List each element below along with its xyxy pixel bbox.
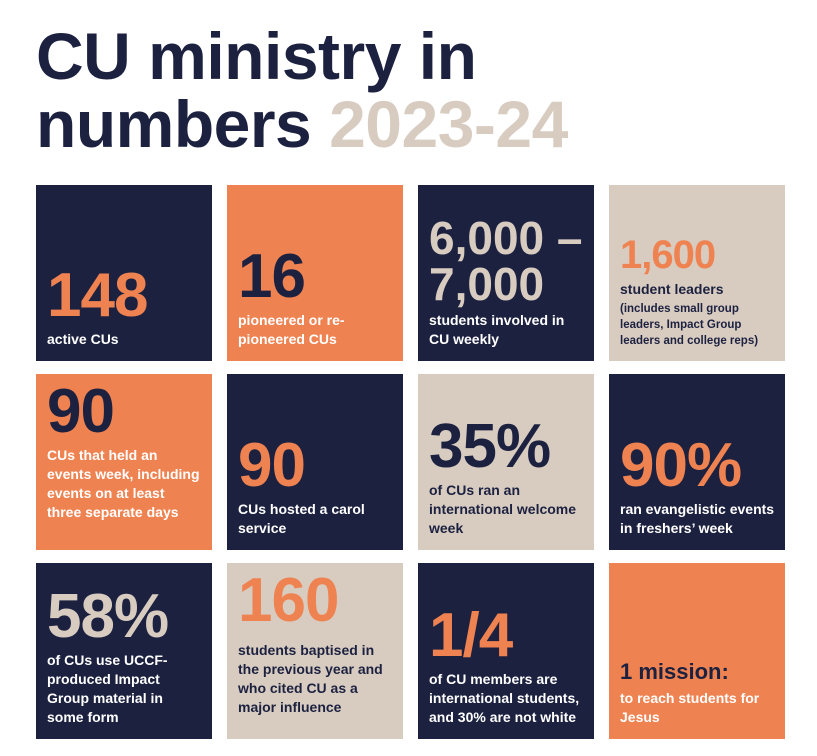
stat-number-line-1: 6,000 – [429,212,583,264]
title-year: 2023-24 [329,87,568,161]
stats-grid: 148 active CUs 16 pioneered or re-pionee… [36,185,785,739]
stat-tile-impact-group-material: 58% of CUs use UCCF-produced Impact Grou… [36,563,212,739]
stat-number: 90% [620,431,742,500]
stat-tile-mission: 1 mission: to reach students for Jesus [609,563,785,739]
stat-tile-pioneered-cus: 16 pioneered or re-pioneered CUs [227,185,403,361]
title-line-1: CU ministry in [36,19,477,93]
stat-tile-baptised: 160 students baptised in the previous ye… [227,563,403,739]
stat-description: CUs hosted a carol service [238,501,365,536]
stat-number: 148 [47,261,148,330]
stat-number: 16 [238,242,306,311]
stat-tile-student-leaders: 1,600 student leaders (includes small gr… [609,185,785,361]
stat-number: 90 [238,431,306,500]
stat-tile-active-cus: 148 active CUs [36,185,212,361]
stat-description: students baptised in the previous year a… [238,642,383,715]
stat-number: 90 [47,377,115,446]
stat-number-line-2: 7,000 [429,258,545,310]
stat-description: ran evangelistic events in freshers’ wee… [620,501,775,536]
stat-description: of CU members are international students… [429,671,580,725]
stat-number: 1/4 [429,601,513,670]
stat-number: 35% [429,412,551,481]
stat-description: student leaders [620,281,724,297]
stat-description: CUs that held an events week, including … [47,447,200,520]
stat-note: (includes small group leaders, Impact Gr… [620,303,759,347]
stat-description: of CUs ran an international welcome week [429,482,577,536]
page-title: CU ministry in numbers 2023-24 [36,22,568,158]
stat-description: to reach students for Jesus [620,690,760,725]
stat-tile-freshers-week: 90% ran evangelistic events in freshers’… [609,374,785,550]
title-line-2: numbers 2023-24 [36,90,568,158]
stat-tile-welcome-week: 35% of CUs ran an international welcome … [418,374,594,550]
title-numbers-word: numbers [36,87,312,161]
stat-number: 1,600 [620,233,716,277]
stat-tile-events-week: 90 CUs that held an events week, includi… [36,374,212,550]
stat-number: 58% [47,582,169,651]
stat-tile-students-weekly: 6,000 – 7,000 students involved in CU we… [418,185,594,361]
stat-description: pioneered or re-pioneered CUs [238,312,345,347]
stat-description: students involved in CU weekly [429,312,565,347]
stat-number: 160 [238,566,339,635]
stat-tile-international-members: 1/4 of CU members are international stud… [418,563,594,739]
stat-number: 6,000 – 7,000 [429,215,584,307]
stat-description: of CUs use UCCF-produced Impact Group ma… [47,652,168,725]
stat-number: 1 mission: [620,659,729,684]
stat-tile-carol-service: 90 CUs hosted a carol service [227,374,403,550]
stat-description: active CUs [47,331,119,347]
